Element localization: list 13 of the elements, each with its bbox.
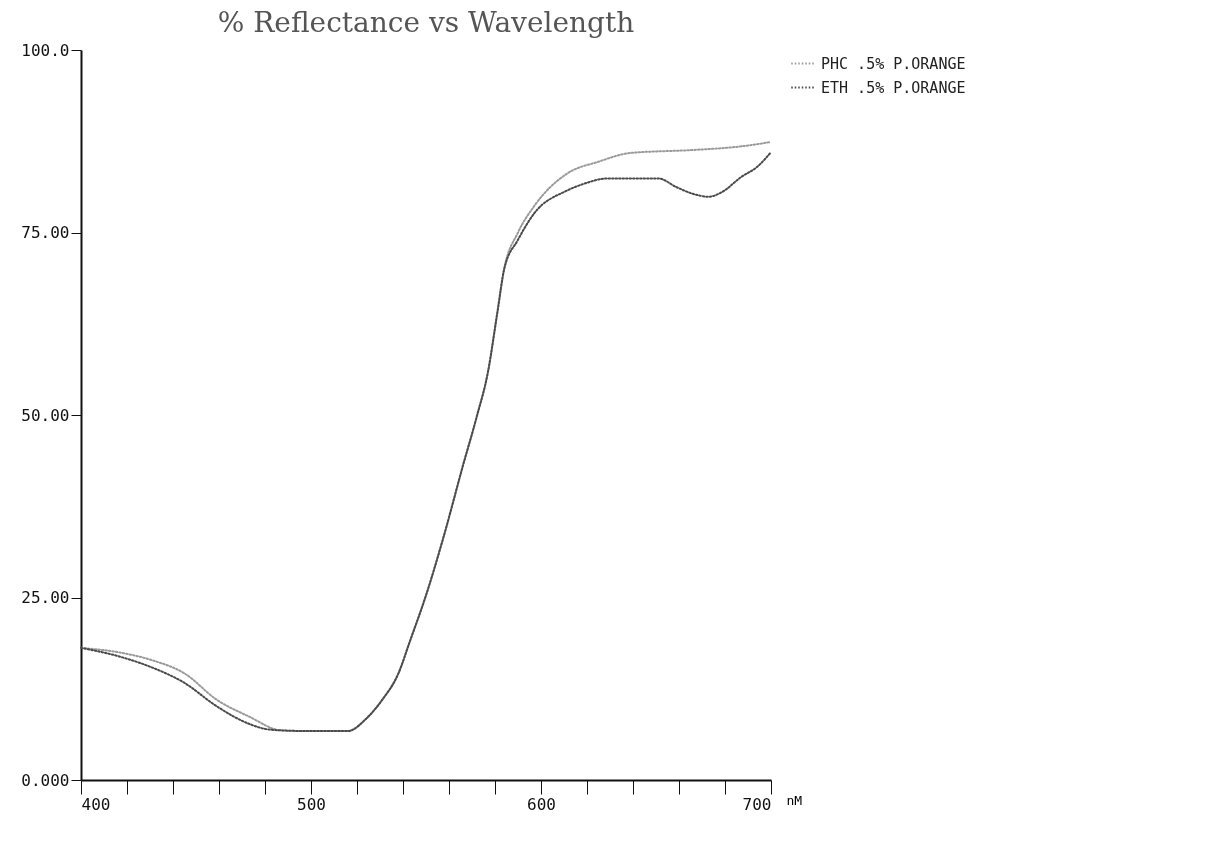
x-tick-label: 700 xyxy=(742,794,772,814)
legend-label: ETH .5% P.ORANGE xyxy=(821,78,966,97)
x-tick-label: 400 xyxy=(81,794,111,814)
x-tick-label: 500 xyxy=(297,794,326,814)
y-tick-label: 75.00 xyxy=(21,223,70,242)
x-tick-label: 600 xyxy=(527,794,556,814)
y-tick-label: 25.00 xyxy=(21,588,70,607)
x-axis-title: nM xyxy=(786,792,803,808)
y-tick-label: 100.0 xyxy=(21,40,70,60)
chart-title: % Reflectance vs Wavelength xyxy=(217,6,635,39)
y-tick-label: 50.00 xyxy=(21,405,70,425)
legend-label: PHC .5% P.ORANGE xyxy=(821,54,966,73)
y-tick-label: 0.000 xyxy=(21,770,70,790)
